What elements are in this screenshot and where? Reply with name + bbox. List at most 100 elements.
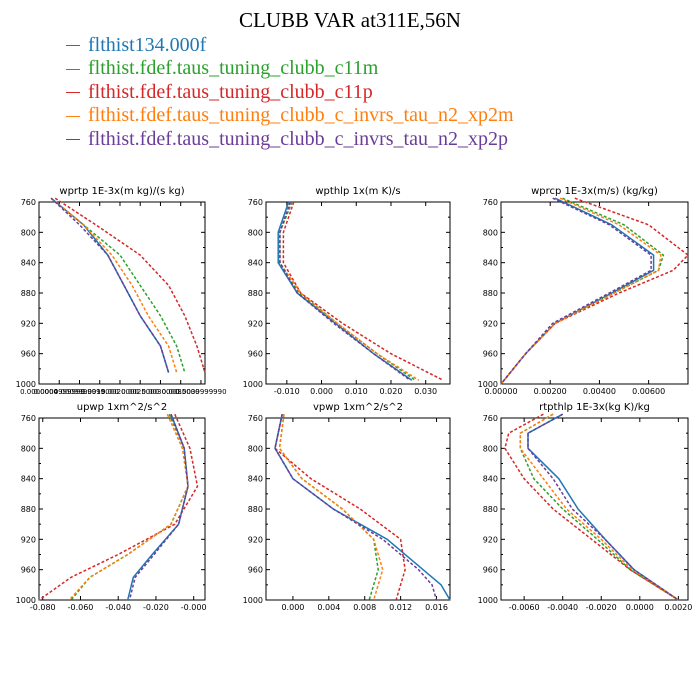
legend-swatch	[66, 92, 80, 94]
series-line-5	[274, 414, 438, 601]
y-tick-label: 960	[248, 350, 263, 359]
x-tick-label: 0.0030000	[142, 388, 180, 396]
x-tick-label: 0.020	[380, 387, 403, 396]
series-line-3	[504, 413, 679, 601]
x-tick-label: 0.0035000	[162, 388, 200, 396]
series-line-5	[50, 197, 170, 373]
y-tick-label: 960	[483, 350, 498, 359]
y-tick-label: 800	[248, 228, 263, 237]
plot-frame	[265, 417, 451, 601]
legend-label: flthist134.000f	[88, 33, 207, 56]
legend-swatch	[66, 115, 80, 117]
y-tick-label: 760	[21, 414, 36, 423]
y-tick-label: 1000	[16, 380, 36, 389]
y-tick-label: 920	[21, 319, 36, 328]
series-line-3	[38, 413, 199, 601]
y-tick-label: 920	[483, 535, 498, 544]
x-tick-label: 0.0039999990	[175, 388, 226, 396]
y-tick-label: 1000	[16, 596, 36, 605]
legend-swatch	[66, 68, 80, 70]
x-tick-label: -0.040	[105, 603, 131, 612]
y-tick-label: 760	[248, 414, 263, 423]
y-tick-label: 960	[21, 350, 36, 359]
y-tick-label: 800	[248, 444, 263, 453]
y-tick-label: 760	[248, 198, 263, 207]
x-tick-label: 0.016	[425, 603, 448, 612]
y-tick-label: 840	[248, 475, 263, 484]
series-line-2	[500, 197, 665, 385]
x-tick-label: 0.00000	[484, 387, 517, 396]
series-line-2	[50, 197, 186, 373]
series-line-3	[282, 201, 444, 381]
y-tick-label: 1000	[243, 596, 263, 605]
x-tick-label: -0.0060	[509, 603, 540, 612]
y-tick-label: 840	[21, 475, 36, 484]
y-tick-label: 920	[248, 319, 263, 328]
legend-entry: flthist.fdef.taus_tuning_clubb_c_invrs_t…	[66, 127, 514, 151]
y-tick-label: 840	[21, 259, 36, 268]
x-tick-label: 0.0025000	[121, 388, 159, 396]
y-tick-label: 800	[483, 228, 498, 237]
series-line-2	[70, 413, 189, 601]
plot-frame	[500, 417, 689, 601]
y-tick-label: 880	[21, 289, 36, 298]
series-line-5	[527, 413, 679, 601]
legend-label: flthist.fdef.taus_tuning_clubb_c11m	[88, 57, 379, 80]
chart-panel-6: rtpthlp 1E-3x(kg K)/kg 760 800 840 880 920 960…	[478, 402, 693, 612]
legend-entry: flthist.fdef.taus_tuning_clubb_c11m	[66, 57, 514, 81]
x-tick-label: -0.0020	[586, 603, 617, 612]
x-tick-label: 0.0015000	[81, 388, 119, 396]
y-tick-label: 880	[21, 505, 36, 514]
y-tick-label: 760	[21, 198, 36, 207]
series-line-3	[274, 414, 406, 601]
x-tick-label: 0.010	[345, 387, 368, 396]
y-tick-label: 760	[483, 198, 498, 207]
y-tick-label: 1000	[478, 380, 498, 389]
x-tick-label: -0.080	[30, 603, 56, 612]
chart-panel-3: wprcp 1E-3x(m/s) (kg/kg) 760 800 840 880 920 9…	[478, 186, 689, 396]
y-tick-label: 920	[248, 535, 263, 544]
series-line-1	[500, 197, 655, 385]
plot-frame	[500, 201, 689, 385]
y-tick-label: 840	[483, 475, 498, 484]
y-tick-label: 960	[21, 566, 36, 575]
x-tick-label: 0.004	[317, 603, 340, 612]
series-line-3	[54, 197, 206, 373]
series-line-5	[128, 413, 189, 601]
y-tick-label: 1000	[243, 380, 263, 389]
x-tick-label: 0.012	[389, 603, 412, 612]
y-tick-label: 760	[483, 414, 498, 423]
x-tick-label: -0.060	[68, 603, 94, 612]
series-line-4	[279, 201, 420, 381]
x-tick-label: 0.0009999999	[54, 388, 105, 396]
x-tick-label: 0.0020000	[101, 388, 139, 396]
series-line-4	[500, 197, 662, 385]
y-tick-label: 960	[248, 566, 263, 575]
chart-panel-2: wpthlp 1x(m K)/s 760 800 840 880 920 960 1000 -0…	[243, 186, 451, 396]
x-tick-label: -0.0040	[547, 603, 578, 612]
x-tick-label: 0.0004999999	[34, 388, 85, 396]
series-line-2	[519, 413, 679, 601]
panel-title: upwp 1xm^2/s^2	[77, 402, 167, 413]
y-tick-label: 840	[483, 259, 498, 268]
y-tick-label: 800	[21, 228, 36, 237]
panel-title: rtpthlp 1E-3x(kg K)/kg	[539, 402, 650, 413]
y-tick-label: 800	[483, 444, 498, 453]
series-line-1	[527, 413, 679, 601]
y-tick-label: 920	[483, 319, 498, 328]
x-tick-label: 0.00200	[534, 387, 567, 396]
x-tick-label: -0.000	[181, 603, 207, 612]
legend: flthist134.000f flthist.fdef.taus_tuning…	[66, 33, 514, 151]
y-tick-label: 920	[21, 535, 36, 544]
legend-entry: flthist134.000f	[66, 33, 514, 57]
plot-frame	[265, 201, 451, 385]
legend-label: flthist.fdef.taus_tuning_clubb_c_invrs_t…	[88, 127, 508, 150]
chart-panel-1: wprtp 1E-3x(m kg)/(s kg) 760 800 840 880 920 9…	[16, 186, 227, 396]
legend-label: flthist.fdef.taus_tuning_clubb_c11p	[88, 80, 373, 103]
x-tick-label: 0.030	[414, 387, 437, 396]
series-line-4	[68, 413, 189, 601]
x-tick-label: -0.010	[274, 387, 300, 396]
x-tick-label: -0.020	[143, 603, 169, 612]
series-line-5	[279, 201, 411, 381]
